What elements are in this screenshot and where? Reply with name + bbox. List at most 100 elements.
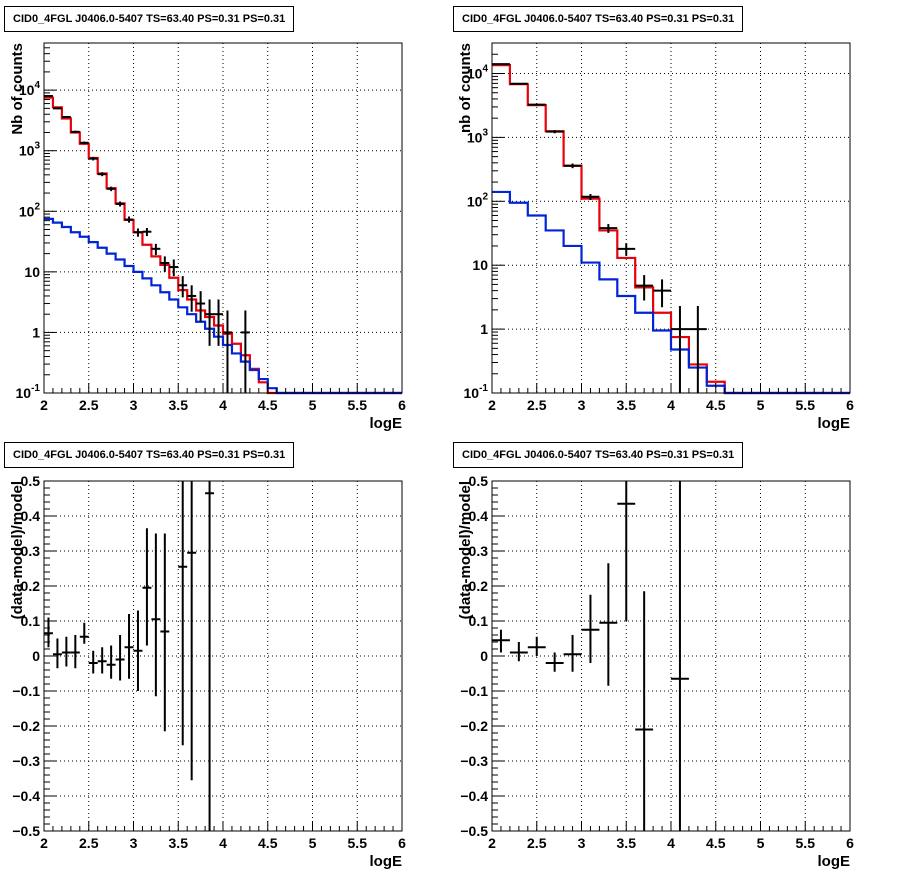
data-point bbox=[70, 635, 80, 669]
data-point bbox=[52, 638, 62, 669]
data-point bbox=[492, 63, 510, 66]
y-tick-label: 102 bbox=[19, 201, 41, 219]
data-point bbox=[124, 614, 134, 679]
y-tick-label: −0.5 bbox=[460, 823, 488, 839]
y-tick-label: 104 bbox=[467, 63, 489, 81]
x-tick-label: 4 bbox=[219, 397, 227, 413]
x-tick-label: 3.5 bbox=[169, 397, 189, 413]
y-tick-label: −0.3 bbox=[460, 753, 488, 769]
x-tick-label: 4 bbox=[219, 835, 227, 851]
chart-canvas: 2 2.5 3 3.5 4 4.5 5 5.5 6 10-1 1 10 102 103 104 logE nb … bbox=[457, 42, 854, 432]
axis-ticks bbox=[43, 480, 403, 832]
x-tick-label: 3.5 bbox=[169, 835, 189, 851]
x-tick-label: 5 bbox=[757, 835, 765, 851]
y-tick-label: 103 bbox=[467, 127, 489, 145]
y-tick-label: 0.5 bbox=[21, 473, 41, 489]
x-tick-label: 5.5 bbox=[348, 835, 368, 851]
x-tick-label: 4 bbox=[667, 397, 675, 413]
counts-chart-right: 2 2.5 3 3.5 4 4.5 5 5.5 6 10-1 1 10 102 103 104 logE nb … bbox=[449, 0, 898, 437]
x-tick-label: 2 bbox=[488, 397, 496, 413]
data-point bbox=[187, 285, 197, 312]
grid-lines bbox=[492, 481, 850, 831]
data-point bbox=[509, 82, 528, 85]
x-tick-label: 5 bbox=[757, 397, 765, 413]
y-tick-label: 0.5 bbox=[469, 473, 489, 489]
data-point bbox=[88, 156, 98, 161]
axis-ticks bbox=[43, 42, 403, 394]
y-tick-label: 0.2 bbox=[469, 578, 489, 594]
y-tick-label: 0 bbox=[480, 648, 488, 664]
data-point bbox=[196, 291, 206, 322]
data-point bbox=[617, 481, 636, 621]
data-point bbox=[115, 635, 125, 681]
x-tick-label: 6 bbox=[398, 835, 406, 851]
x-tick-label: 6 bbox=[398, 397, 406, 413]
data-point bbox=[52, 107, 62, 110]
data-point bbox=[187, 481, 197, 781]
y-tick-label: 10 bbox=[472, 257, 488, 273]
x-tick-label: 5.5 bbox=[796, 835, 816, 851]
y-axis-label: (data-model)/model bbox=[457, 481, 474, 619]
data-point bbox=[223, 310, 232, 393]
data-point bbox=[106, 645, 116, 679]
grid-lines bbox=[44, 481, 402, 831]
data-point bbox=[178, 276, 188, 298]
x-axis-label: logE bbox=[818, 853, 851, 870]
y-tick-label: 1 bbox=[480, 321, 488, 337]
y-tick-label: −0.1 bbox=[460, 683, 488, 699]
data-point bbox=[124, 216, 134, 223]
data-point bbox=[509, 642, 528, 662]
data-point bbox=[563, 163, 582, 169]
data-point bbox=[133, 228, 143, 237]
data-point bbox=[79, 141, 89, 145]
x-tick-label: 5.5 bbox=[796, 397, 816, 413]
x-tick-label: 2 bbox=[488, 835, 496, 851]
data-point bbox=[97, 172, 107, 177]
data-point bbox=[151, 533, 161, 697]
axis-ticks bbox=[491, 480, 851, 832]
y-tick-label: −0.1 bbox=[12, 683, 40, 699]
data-point bbox=[671, 481, 689, 831]
residual-chart-left: 2 2.5 3 3.5 4 4.5 5 5.5 6 −0.5 −0.4 −0.3 −0.2 −0.1 0 0.… bbox=[0, 437, 449, 875]
data-points bbox=[492, 63, 707, 393]
y-axis-label: (data-model)/model bbox=[9, 481, 26, 619]
component-histogram bbox=[492, 190, 850, 395]
data-point bbox=[160, 533, 170, 732]
data-point bbox=[635, 591, 654, 831]
x-tick-label: 4.5 bbox=[258, 835, 278, 851]
counts-chart-left: 2 2.5 3 3.5 4 4.5 5 5.5 6 10-1 1 10 102 103 104 logE Nb … bbox=[0, 0, 449, 437]
data-point bbox=[492, 629, 510, 653]
x-tick-label: 2.5 bbox=[79, 835, 99, 851]
x-tick-label: 5 bbox=[309, 397, 317, 413]
data-point bbox=[617, 243, 636, 256]
data-point bbox=[178, 481, 188, 746]
x-axis-label: logE bbox=[370, 853, 403, 870]
y-tick-label: 0.2 bbox=[21, 578, 41, 594]
x-tick-label: 4.5 bbox=[706, 397, 726, 413]
data-point bbox=[599, 224, 618, 233]
data-point bbox=[142, 528, 152, 646]
y-tick-label: 1 bbox=[32, 324, 40, 340]
data-point bbox=[70, 130, 80, 134]
x-tick-label: 6 bbox=[846, 835, 854, 851]
y-tick-label: 10-1 bbox=[464, 383, 489, 401]
data-point bbox=[133, 610, 143, 691]
data-point bbox=[214, 299, 223, 346]
data-point bbox=[115, 201, 125, 207]
data-points bbox=[44, 95, 250, 393]
data-point bbox=[97, 647, 107, 674]
data-point bbox=[563, 635, 582, 672]
x-tick-label: 4.5 bbox=[706, 835, 726, 851]
data-point bbox=[240, 310, 250, 393]
chart-title: CID0_4FGL J0406.0-5407 TS=63.40 PS=0.31 … bbox=[4, 6, 295, 32]
x-tick-label: 6 bbox=[846, 397, 854, 413]
x-tick-label: 3 bbox=[130, 397, 138, 413]
x-tick-label: 5 bbox=[309, 835, 317, 851]
chart-canvas: 2 2.5 3 3.5 4 4.5 5 5.5 6 −0.5 −0.4 −0.3 −0.2 −0.1 0 0.… bbox=[9, 473, 406, 870]
x-tick-label: 3 bbox=[578, 397, 586, 413]
residual-chart-right: 2 2.5 3 3.5 4 4.5 5 5.5 6 −0.5 −0.4 −0.3 −0.2 −0.1 0 0.… bbox=[449, 437, 898, 875]
data-point bbox=[671, 305, 689, 393]
y-tick-label: −0.2 bbox=[12, 718, 40, 734]
data-point bbox=[106, 186, 116, 192]
x-tick-label: 2.5 bbox=[79, 397, 99, 413]
